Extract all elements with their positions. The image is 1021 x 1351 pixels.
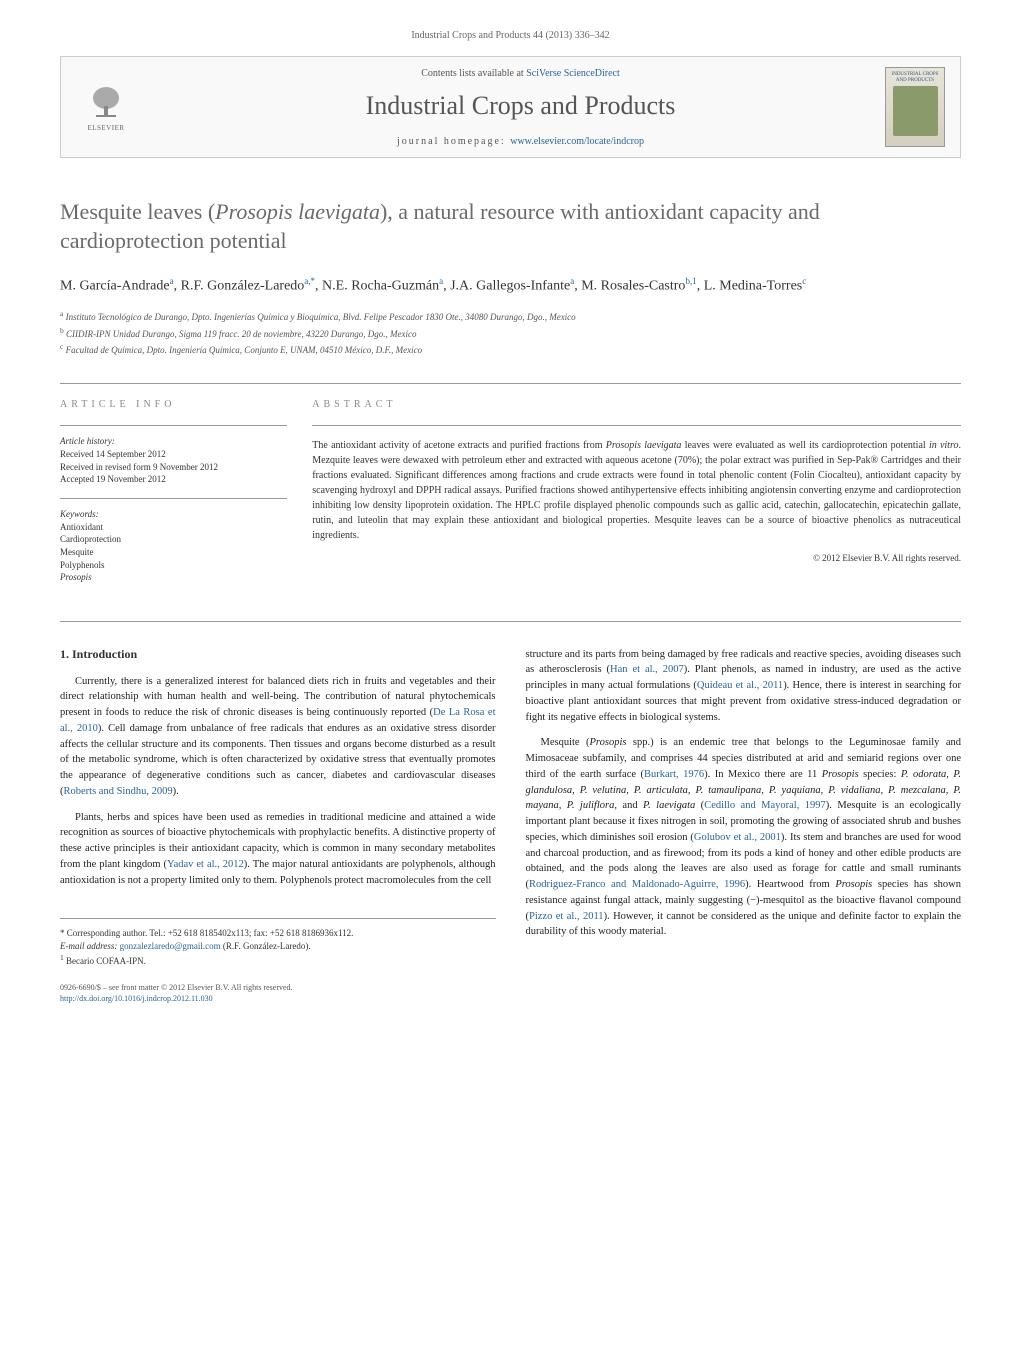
elsevier-tree-icon [86, 82, 126, 122]
header-citation: Industrial Crops and Products 44 (2013) … [60, 30, 961, 41]
affiliation-line: c Facultad de Química, Dpto. Ingeniería … [60, 341, 961, 358]
issn-line: 0926-6690/$ – see front matter © 2012 El… [60, 982, 496, 993]
right-column: structure and its parts from being damag… [526, 647, 962, 1005]
banner-center: Contents lists available at SciVerse Sci… [156, 68, 885, 147]
email-after: (R.F. González-Laredo). [221, 941, 311, 951]
history-label: Article history: [60, 436, 287, 446]
article-info-heading: article info [60, 399, 287, 410]
article-info-column: article info Article history: Received 1… [60, 384, 312, 596]
journal-homepage-line: journal homepage: www.elsevier.com/locat… [156, 136, 885, 147]
doi-link[interactable]: http://dx.doi.org/10.1016/j.indcrop.2012… [60, 994, 213, 1003]
affiliations: a Instituto Tecnológico de Durango, Dpto… [60, 308, 961, 358]
becario-note: 1 Becario COFAA-IPN. [60, 953, 496, 968]
body-paragraph: Plants, herbs and spices have been used … [60, 810, 496, 889]
keywords-list: AntioxidantCardioprotectionMesquitePolyp… [60, 521, 287, 584]
divider-info-2 [60, 498, 287, 499]
elsevier-label: ELSEVIER [87, 124, 124, 132]
article-title: Mesquite leaves (Prosopis laevigata), a … [60, 198, 961, 255]
title-pre: Mesquite leaves ( [60, 199, 215, 224]
main-two-column: 1. Introduction Currently, there is a ge… [60, 647, 961, 1005]
left-column: 1. Introduction Currently, there is a ge… [60, 647, 496, 1005]
email-line: E-mail address: gonzalezlaredo@gmail.com… [60, 940, 496, 953]
abstract-copyright: © 2012 Elsevier B.V. All rights reserved… [312, 553, 961, 563]
cover-image-placeholder [893, 86, 938, 136]
affiliation-line: b CIIDIR-IPN Unidad Durango, Sigma 119 f… [60, 325, 961, 342]
email-link[interactable]: gonzalezlaredo@gmail.com [120, 941, 221, 951]
divider-info-1 [60, 425, 287, 426]
divider-abstract [312, 425, 961, 426]
banner-contents-line: Contents lists available at SciVerse Sci… [156, 68, 885, 79]
journal-name: Industrial Crops and Products [156, 91, 885, 121]
cover-title: INDUSTRIAL CROPS AND PRODUCTS [890, 72, 940, 83]
body-paragraph: structure and its parts from being damag… [526, 647, 962, 726]
history-dates: Received 14 September 2012Received in re… [60, 448, 287, 486]
homepage-link[interactable]: www.elsevier.com/locate/indcrop [510, 136, 644, 147]
contents-prefix: Contents lists available at [421, 68, 526, 79]
body-paragraph: Currently, there is a generalized intere… [60, 674, 496, 800]
abstract-heading: abstract [312, 399, 961, 410]
elsevier-logo: ELSEVIER [76, 77, 136, 137]
footnotes: * Corresponding author. Tel.: +52 618 81… [60, 918, 496, 967]
becario-text: Becario COFAA-IPN. [66, 956, 146, 966]
info-abstract-row: article info Article history: Received 1… [60, 384, 961, 596]
affiliation-line: a Instituto Tecnológico de Durango, Dpto… [60, 308, 961, 325]
sciencedirect-link[interactable]: SciVerse ScienceDirect [526, 68, 620, 79]
intro-heading: 1. Introduction [60, 647, 496, 662]
homepage-prefix: journal homepage: [397, 136, 510, 147]
journal-cover-thumbnail: INDUSTRIAL CROPS AND PRODUCTS [885, 67, 945, 147]
body-paragraph: Mesquite (Prosopis spp.) is an endemic t… [526, 735, 962, 940]
abstract-text: The antioxidant activity of acetone extr… [312, 438, 961, 543]
email-label: E-mail address: [60, 941, 120, 951]
footer-refs: 0926-6690/$ – see front matter © 2012 El… [60, 982, 496, 1004]
divider-bottom [60, 621, 961, 622]
title-species: Prosopis laevigata [215, 199, 380, 224]
keywords-label: Keywords: [60, 509, 287, 519]
author-list: M. García-Andradea, R.F. González-Laredo… [60, 275, 961, 296]
abstract-column: abstract The antioxidant activity of ace… [312, 384, 961, 596]
journal-banner: ELSEVIER Contents lists available at Sci… [60, 56, 961, 158]
corresponding-author-note: * Corresponding author. Tel.: +52 618 81… [60, 927, 496, 940]
